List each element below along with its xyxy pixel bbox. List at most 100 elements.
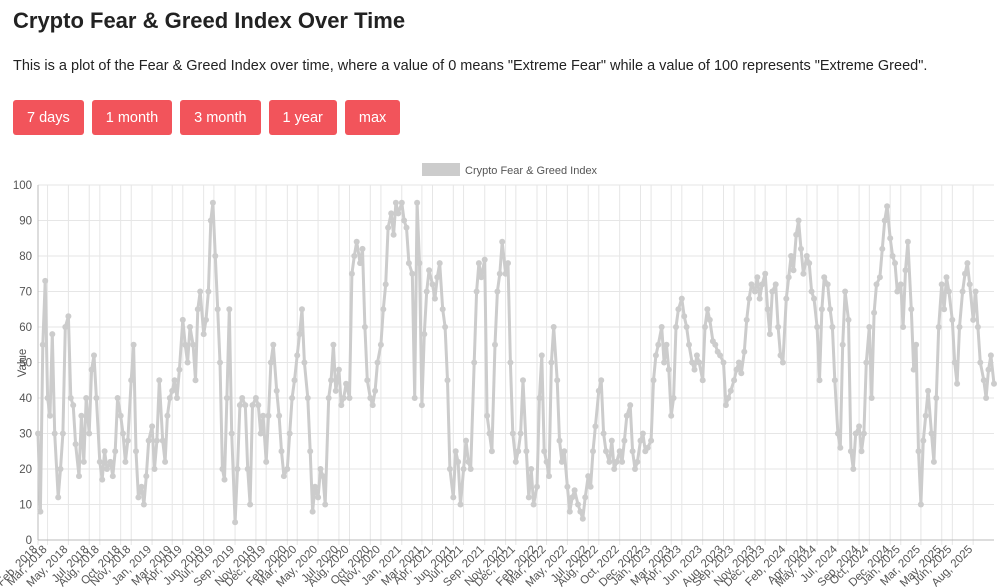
data-point[interactable] xyxy=(910,366,917,373)
data-point[interactable] xyxy=(203,316,209,323)
data-point[interactable] xyxy=(112,448,119,455)
data-point[interactable] xyxy=(928,430,935,437)
data-point[interactable] xyxy=(343,380,350,387)
data-point[interactable] xyxy=(439,306,446,313)
data-point[interactable] xyxy=(78,412,85,419)
data-point[interactable] xyxy=(648,437,655,444)
data-point[interactable] xyxy=(388,210,395,217)
data-point[interactable] xyxy=(873,281,880,288)
data-point[interactable] xyxy=(603,448,609,455)
data-point[interactable] xyxy=(364,377,371,384)
data-point[interactable] xyxy=(465,458,472,465)
data-point[interactable] xyxy=(47,412,53,419)
data-point[interactable] xyxy=(392,199,399,206)
data-point[interactable] xyxy=(200,331,207,338)
data-point[interactable] xyxy=(550,324,557,330)
data-point[interactable] xyxy=(639,430,646,437)
data-point[interactable] xyxy=(731,377,738,384)
data-point[interactable] xyxy=(887,235,894,242)
data-point[interactable] xyxy=(488,448,495,455)
data-point[interactable] xyxy=(401,217,408,224)
data-point[interactable] xyxy=(632,466,638,472)
data-point[interactable] xyxy=(37,508,44,515)
data-point[interactable] xyxy=(267,359,274,366)
data-point[interactable] xyxy=(83,395,90,401)
data-point[interactable] xyxy=(107,458,114,465)
data-point[interactable] xyxy=(977,359,984,366)
range-7-days-button[interactable]: 7 days xyxy=(13,100,84,135)
data-point[interactable] xyxy=(858,448,865,455)
data-point[interactable] xyxy=(411,395,418,401)
data-point[interactable] xyxy=(494,288,501,295)
data-point[interactable] xyxy=(153,437,160,444)
data-point[interactable] xyxy=(109,473,116,480)
data-point[interactable] xyxy=(96,458,103,465)
data-point[interactable] xyxy=(808,288,815,295)
data-point[interactable] xyxy=(299,306,305,313)
data-point[interactable] xyxy=(512,458,519,465)
data-point[interactable] xyxy=(798,245,804,252)
data-point[interactable] xyxy=(276,412,283,419)
data-point[interactable] xyxy=(301,359,308,366)
data-point[interactable] xyxy=(548,359,555,366)
data-point[interactable] xyxy=(403,224,410,231)
data-point[interactable] xyxy=(689,359,696,366)
data-point[interactable] xyxy=(741,348,748,355)
data-point[interactable] xyxy=(65,313,72,320)
data-point[interactable] xyxy=(629,448,636,455)
data-point[interactable] xyxy=(738,370,745,377)
data-point[interactable] xyxy=(164,412,171,419)
data-point[interactable] xyxy=(296,331,303,338)
data-point[interactable] xyxy=(686,341,692,348)
data-point[interactable] xyxy=(505,260,511,267)
data-point[interactable] xyxy=(536,395,543,401)
data-point[interactable] xyxy=(166,395,173,401)
data-point[interactable] xyxy=(486,430,493,437)
data-point[interactable] xyxy=(925,387,932,394)
data-point[interactable] xyxy=(546,473,552,480)
data-point[interactable] xyxy=(361,324,368,330)
data-point[interactable] xyxy=(621,437,628,444)
data-point[interactable] xyxy=(845,316,852,323)
data-point[interactable] xyxy=(962,270,968,277)
data-point[interactable] xyxy=(431,295,438,302)
data-point[interactable] xyxy=(338,402,345,409)
data-point[interactable] xyxy=(837,444,844,451)
data-point[interactable] xyxy=(335,366,342,373)
data-point[interactable] xyxy=(600,430,607,437)
data-point[interactable] xyxy=(86,430,93,437)
data-point[interactable] xyxy=(444,377,451,384)
data-point[interactable] xyxy=(839,341,846,348)
data-point[interactable] xyxy=(35,430,41,437)
data-point[interactable] xyxy=(847,448,854,455)
data-point[interactable] xyxy=(735,359,742,366)
data-point[interactable] xyxy=(613,458,620,465)
data-point[interactable] xyxy=(265,412,272,419)
data-point[interactable] xyxy=(566,508,573,515)
data-point[interactable] xyxy=(429,281,436,288)
data-point[interactable] xyxy=(67,395,74,401)
data-point[interactable] xyxy=(644,444,651,451)
data-point[interactable] xyxy=(543,458,550,465)
data-point[interactable] xyxy=(534,483,540,490)
data-point[interactable] xyxy=(99,476,106,483)
data-point[interactable] xyxy=(133,448,139,455)
data-point[interactable] xyxy=(145,437,152,444)
data-point[interactable] xyxy=(733,366,740,373)
data-point[interactable] xyxy=(793,231,800,238)
data-point[interactable] xyxy=(949,316,956,323)
data-point[interactable] xyxy=(209,199,216,206)
data-point[interactable] xyxy=(777,352,784,359)
data-point[interactable] xyxy=(395,210,402,217)
data-point[interactable] xyxy=(831,377,838,384)
data-point[interactable] xyxy=(842,288,849,295)
data-point[interactable] xyxy=(192,377,199,384)
data-point[interactable] xyxy=(502,270,509,277)
data-point[interactable] xyxy=(124,437,131,444)
data-point[interactable] xyxy=(55,494,62,501)
data-point[interactable] xyxy=(76,473,82,480)
data-point[interactable] xyxy=(850,466,857,472)
data-point[interactable] xyxy=(418,402,425,409)
data-point[interactable] xyxy=(980,377,987,384)
data-point[interactable] xyxy=(212,253,219,259)
